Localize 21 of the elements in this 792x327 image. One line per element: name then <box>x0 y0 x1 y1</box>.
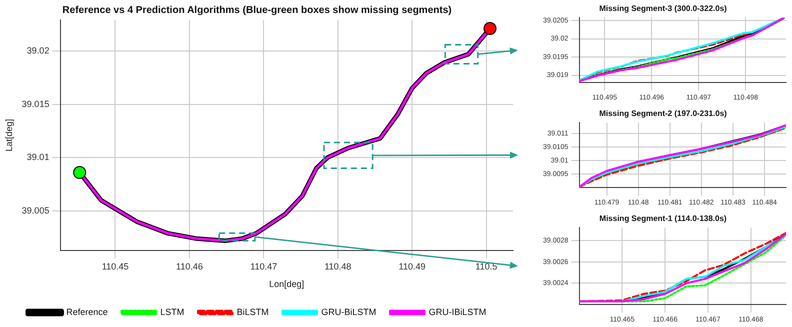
y-tick-label: 39.02 <box>26 45 50 56</box>
x-tick-label: 110.46 <box>176 261 203 272</box>
y-tick-label: 39.005 <box>22 205 50 216</box>
x-tick-label: 110.45 <box>102 261 129 272</box>
y-axis-title: Lat[deg] <box>4 118 14 152</box>
x-tick-label: 110.5 <box>475 261 498 272</box>
y-tick-label: 39.015 <box>22 98 50 109</box>
chart-title: Missing Segment-1 (114.0-138.0s) <box>599 214 727 224</box>
chart-title: Missing Segment-3 (300.0-322.0s) <box>599 4 728 14</box>
legend-label: GRU-BiLSTM <box>321 306 376 317</box>
legend-label: Reference <box>66 306 108 317</box>
y-tick-label: 39.01 <box>26 152 50 162</box>
legend-label: BiLSTM <box>236 306 269 317</box>
legend-label: GRU-IBiLSTM <box>428 306 486 317</box>
legend-label: LSTM <box>160 306 184 317</box>
chart-title: Reference vs 4 Prediction Algorithms (Blue-green boxes show missing segments) <box>62 4 452 16</box>
x-tick-label: 110.47 <box>250 261 278 272</box>
x-tick-label: 110.49 <box>398 261 426 272</box>
x-tick-label: 110.48 <box>324 261 352 272</box>
x-axis-title: Lon[deg] <box>269 279 304 290</box>
chart-title: Missing Segment-2 (197.0-231.0s) <box>599 109 728 118</box>
